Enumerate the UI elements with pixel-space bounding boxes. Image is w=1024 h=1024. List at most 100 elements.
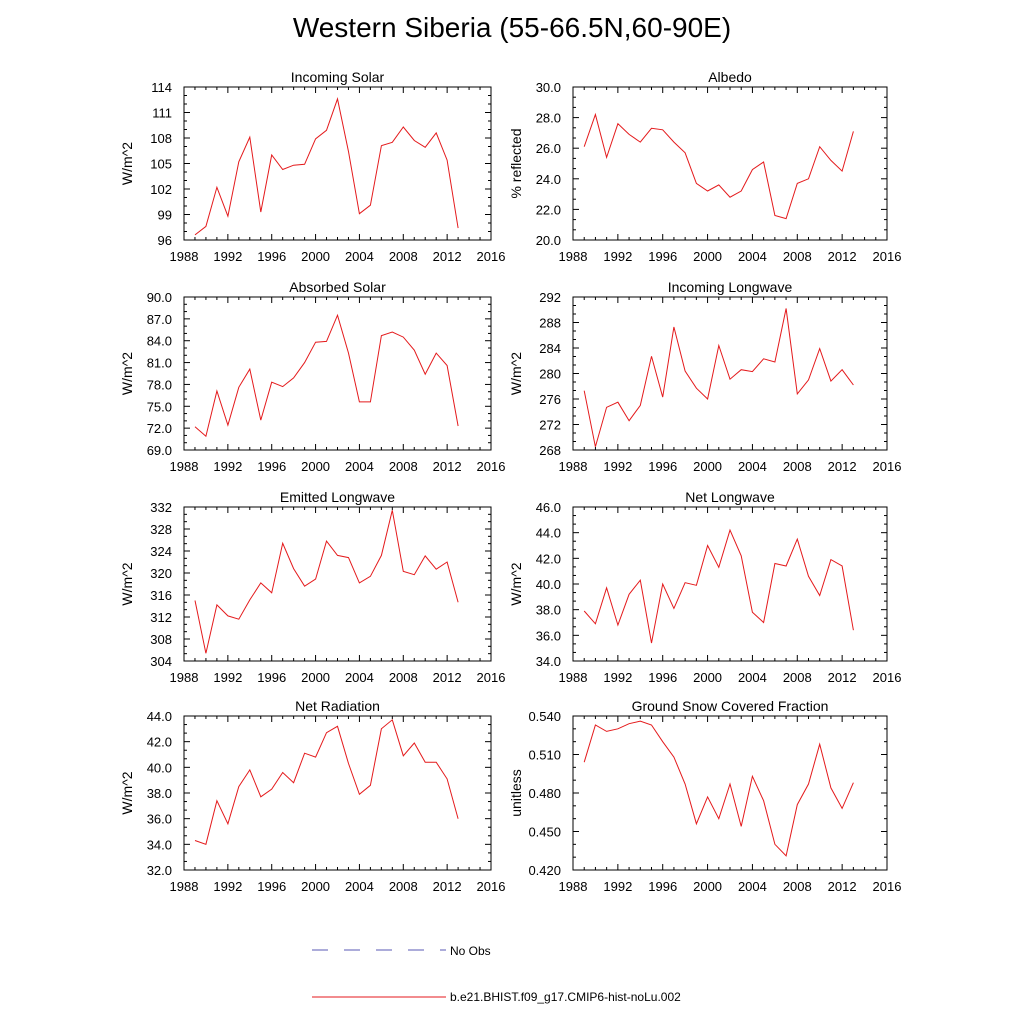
- y-axis-label: W/m^2: [119, 562, 135, 605]
- x-tick-label: 2004: [345, 670, 374, 685]
- x-tick-label: 1996: [257, 249, 286, 264]
- y-tick-label: 69.0: [147, 443, 172, 458]
- x-tick-label: 1988: [559, 879, 588, 894]
- y-tick-label: 38.0: [536, 603, 561, 618]
- panel-title: Albedo: [708, 69, 752, 85]
- y-tick-label: 328: [150, 522, 172, 537]
- y-tick-label: 81.0: [147, 356, 172, 371]
- plot-frame: [572, 715, 888, 871]
- x-tick-label: 2004: [345, 249, 374, 264]
- y-tick-label: 276: [539, 392, 561, 407]
- x-tick-label: 2012: [433, 670, 462, 685]
- y-tick-label: 28.0: [536, 111, 561, 126]
- plot-frame: [183, 506, 492, 662]
- y-tick-label: 0.450: [528, 825, 561, 840]
- series-line: [583, 528, 854, 644]
- panel-4: Incoming Longwave W/m^2 1988 1992 1996 2000 20…: [508, 279, 901, 474]
- x-tick-label: 1996: [257, 670, 286, 685]
- y-tick-label: 36.0: [536, 628, 561, 643]
- x-tick-label: 2012: [433, 459, 462, 474]
- x-tick-label: 2008: [783, 459, 812, 474]
- x-tick-label: 2012: [828, 459, 857, 474]
- y-tick-label: 75.0: [147, 399, 172, 414]
- y-axis-label: W/m^2: [119, 352, 135, 395]
- y-tick-label: 99: [158, 208, 172, 223]
- y-tick-label: 324: [150, 544, 172, 559]
- y-tick-label: 320: [150, 566, 172, 581]
- x-tick-label: 1988: [559, 459, 588, 474]
- y-tick-label: 105: [150, 157, 172, 172]
- y-axis-label: W/m^2: [508, 352, 524, 395]
- panel-2: Albedo % reflected 1988 1992 1996 2000 2004 200…: [508, 69, 901, 264]
- x-tick-label: 1992: [213, 670, 242, 685]
- panel-5: Emitted Longwave W/m^2 1988 1992 1996 2000 200…: [119, 489, 505, 685]
- plot-frame: [572, 86, 888, 241]
- x-tick-label: 2016: [477, 879, 506, 894]
- legend-model-label: b.e21.BHIST.f09_g17.CMIP6-hist-noLu.002: [450, 990, 681, 1004]
- y-axis-label: W/m^2: [119, 142, 135, 185]
- plot-frame: [183, 296, 492, 451]
- panel-title: Incoming Longwave: [668, 279, 793, 295]
- panel-title: Ground Snow Covered Fraction: [632, 698, 829, 714]
- x-tick-label: 2000: [693, 670, 722, 685]
- x-tick-label: 2004: [738, 879, 767, 894]
- x-tick-label: 2008: [389, 670, 418, 685]
- y-tick-label: 24.0: [536, 172, 561, 187]
- y-tick-label: 108: [150, 131, 172, 146]
- panel-8: Ground Snow Covered Fraction unitless 1988…: [508, 698, 901, 894]
- panel-title: Incoming Solar: [291, 69, 385, 85]
- y-tick-label: 87.0: [147, 312, 172, 327]
- y-tick-label: 32.0: [147, 863, 172, 878]
- y-tick-label: 34.0: [536, 654, 561, 669]
- y-tick-label: 312: [150, 610, 172, 625]
- x-tick-label: 1992: [213, 249, 242, 264]
- y-tick-label: 102: [150, 182, 172, 197]
- x-tick-label: 2000: [301, 249, 330, 264]
- y-tick-label: 44.0: [536, 526, 561, 541]
- panel-7: Net Radiation W/m^2 1988 1992 1996 2000 2004 20…: [119, 698, 505, 894]
- y-tick-label: 40.0: [536, 577, 561, 592]
- y-tick-label: 288: [539, 316, 561, 331]
- y-tick-label: 96: [158, 233, 172, 248]
- x-tick-label: 2008: [389, 249, 418, 264]
- y-tick-label: 0.540: [528, 709, 561, 724]
- y-tick-label: 84.0: [147, 334, 172, 349]
- y-tick-label: 42.0: [536, 551, 561, 566]
- y-tick-label: 0.510: [528, 748, 561, 763]
- y-tick-label: 111: [152, 106, 172, 121]
- y-tick-label: 38.0: [147, 786, 172, 801]
- y-tick-label: 26.0: [536, 141, 561, 156]
- x-tick-label: 1996: [257, 459, 286, 474]
- x-tick-label: 2008: [783, 670, 812, 685]
- plot-frame: [572, 296, 888, 451]
- figure-title: Western Siberia (55-66.5N,60-90E): [292, 12, 732, 43]
- y-tick-label: 90.0: [147, 290, 172, 305]
- y-tick-label: 272: [539, 418, 561, 433]
- x-tick-label: 1992: [603, 459, 632, 474]
- panel-1: Incoming Solar W/m^2 1988 1992 1996 2000 2004 2…: [119, 69, 505, 264]
- plot-frame: [183, 86, 492, 241]
- series-line: [194, 718, 459, 845]
- x-tick-label: 1996: [648, 249, 677, 264]
- series-line: [583, 720, 854, 857]
- y-tick-label: 332: [150, 500, 172, 515]
- x-tick-label: 1988: [170, 879, 199, 894]
- x-tick-label: 1988: [559, 249, 588, 264]
- y-tick-label: 304: [150, 654, 172, 669]
- y-tick-label: 72.0: [147, 421, 172, 436]
- series-line: [583, 112, 854, 220]
- y-axis-label: % reflected: [508, 128, 524, 198]
- x-tick-label: 1996: [648, 459, 677, 474]
- x-tick-label: 1992: [603, 670, 632, 685]
- y-tick-label: 30.0: [536, 80, 561, 95]
- x-tick-label: 2016: [477, 459, 506, 474]
- x-tick-label: 2012: [433, 249, 462, 264]
- series-line: [583, 308, 854, 447]
- x-tick-label: 2008: [389, 459, 418, 474]
- x-tick-label: 1992: [213, 459, 242, 474]
- series-line: [194, 313, 459, 438]
- x-tick-label: 2000: [301, 879, 330, 894]
- y-tick-label: 114: [151, 80, 172, 95]
- x-tick-label: 1996: [648, 670, 677, 685]
